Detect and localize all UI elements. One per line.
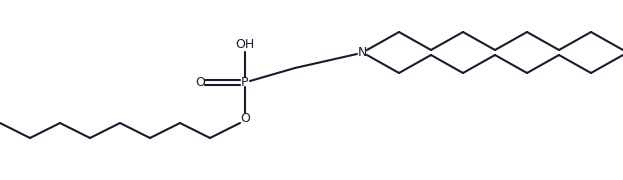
Text: OH: OH: [235, 39, 255, 51]
Text: P: P: [241, 75, 249, 89]
Text: N: N: [358, 46, 367, 58]
Text: O: O: [195, 75, 205, 89]
Text: O: O: [240, 111, 250, 125]
